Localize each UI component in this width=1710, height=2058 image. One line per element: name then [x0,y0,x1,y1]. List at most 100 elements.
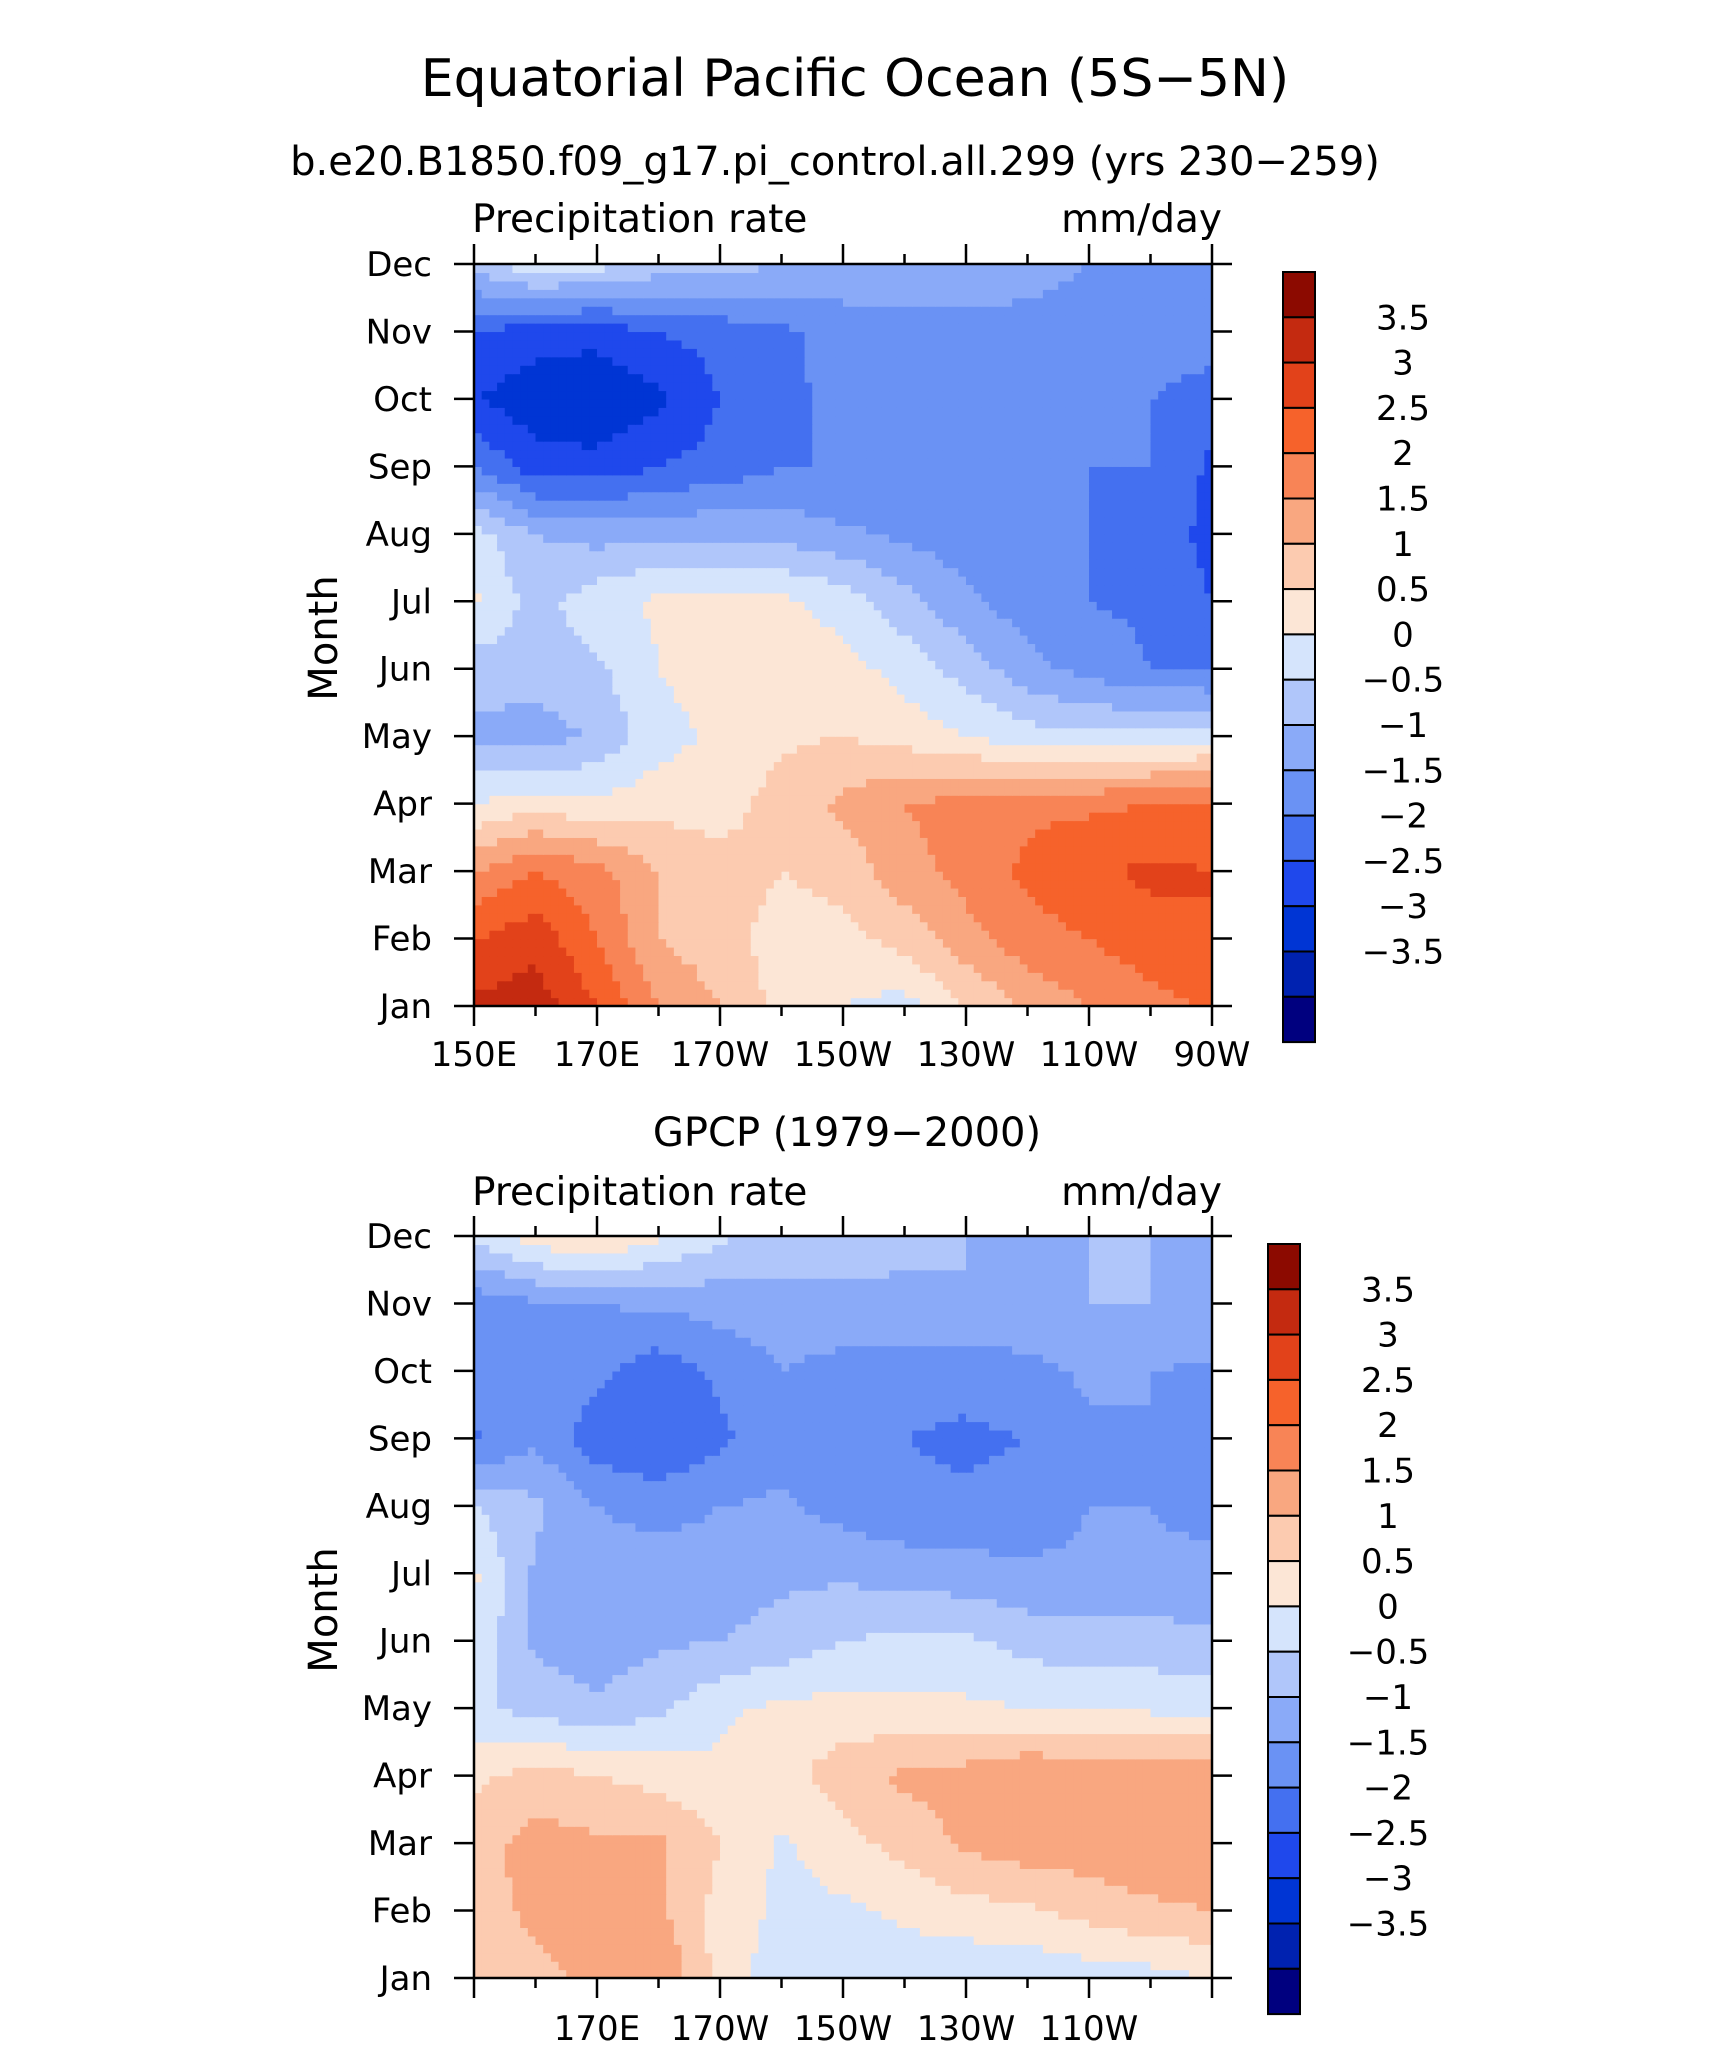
heatmap-cell [604,837,613,847]
heatmap-cell [504,946,514,957]
heatmap-cell [512,778,521,788]
heatmap-cell [497,786,506,796]
heatmap-cell [1158,727,1167,737]
heatmap-cell [1042,887,1052,897]
heatmap-cell [1150,660,1159,670]
heatmap-cell [1150,778,1159,788]
heatmap-cell [658,786,667,796]
heatmap-cell [727,812,736,822]
heatmap-cell [1181,963,1190,973]
heatmap-cell [520,812,529,822]
heatmap-cell [1042,609,1052,619]
heatmap-cell [681,643,690,653]
heatmap-cell [850,955,859,965]
heatmap-cell [743,837,752,847]
heatmap-cell [796,946,806,957]
heatmap-cell [758,719,767,729]
heatmap-cell [1089,854,1098,864]
heatmap-cell [750,584,760,594]
heatmap-cell [812,997,821,1007]
heatmap-cell [881,879,890,889]
heatmap-cell [481,913,490,923]
heatmap-cell [796,812,806,822]
heatmap-cell [912,753,921,763]
heatmap-cell [881,685,890,695]
heatmap-cell [766,727,775,737]
heatmap-cell [474,694,483,704]
heatmap-cell [858,786,867,796]
heatmap-cell [573,803,583,813]
heatmap-cell [727,972,736,982]
heatmap-cell [812,812,821,822]
heatmap-cell [996,963,1006,973]
heatmap-cell [1004,887,1013,897]
heatmap-cell [843,887,852,897]
heatmap-cell [750,803,760,813]
heatmap-cell [497,803,506,813]
heatmap-cell [504,668,514,678]
heatmap-cell [566,761,575,771]
heatmap-cell [489,651,498,661]
heatmap-cell [773,803,783,813]
heatmap-cell [1112,989,1121,999]
heatmap-cell [1004,753,1013,763]
heatmap-cell [981,710,990,720]
heatmap-cell [1158,997,1167,1007]
heatmap-cell [996,702,1006,712]
heatmap-cell [681,761,690,771]
heatmap-cell [558,694,567,704]
heatmap-cell [973,609,982,619]
heatmap-cell [927,753,936,763]
heatmap-cell [1042,668,1052,678]
heatmap-cell [1165,575,1175,586]
heatmap-cell [743,904,752,914]
heatmap-cell [604,753,613,763]
heatmap-cell [512,854,521,864]
heatmap-cell [889,769,898,779]
heatmap-cell [942,744,952,754]
heatmap-cell [1035,702,1044,712]
heatmap-cell [804,938,813,948]
heatmap-cell [620,744,629,754]
heatmap-cell [1181,778,1190,788]
heatmap-cell [573,575,583,586]
heatmap-cell [858,997,867,1007]
heatmap-cell [1058,972,1067,982]
heatmap-cell [566,871,575,881]
heatmap-cell [1112,736,1121,746]
heatmap-cell [620,989,629,999]
heatmap-cell [1173,972,1182,982]
heatmap-cell [704,812,713,822]
heatmap-cell [1042,930,1052,940]
heatmap-cell [873,744,883,754]
heatmap-cell [1119,820,1129,830]
heatmap-cell [789,879,798,889]
heatmap-cell [966,719,975,729]
heatmap-cell [958,651,967,661]
heatmap-cell [981,921,990,931]
heatmap-cell [1173,786,1182,796]
heatmap-cell [497,727,506,737]
heatmap-cell [612,744,621,754]
heatmap-cell [1004,989,1013,999]
heatmap-cell [1181,575,1190,586]
heatmap-cell [1188,651,1198,661]
heatmap-cell [1142,854,1152,864]
heatmap-cell [866,862,875,872]
heatmap-cell [597,744,606,754]
heatmap-cell [996,744,1006,754]
heatmap-cell [535,769,544,779]
heatmap-cell [612,567,621,577]
heatmap-cell [850,643,859,653]
heatmap-cell [919,972,929,982]
heatmap-cell [666,955,675,965]
heatmap-cell [904,761,913,771]
heatmap-cell [935,913,944,923]
heatmap-cell [666,727,675,737]
heatmap-cell [1004,618,1013,628]
heatmap-cell [1073,685,1082,695]
heatmap-cell [866,854,875,864]
heatmap-cell [843,989,852,999]
heatmap-cell [620,997,629,1007]
heatmap-cell [1158,896,1167,906]
